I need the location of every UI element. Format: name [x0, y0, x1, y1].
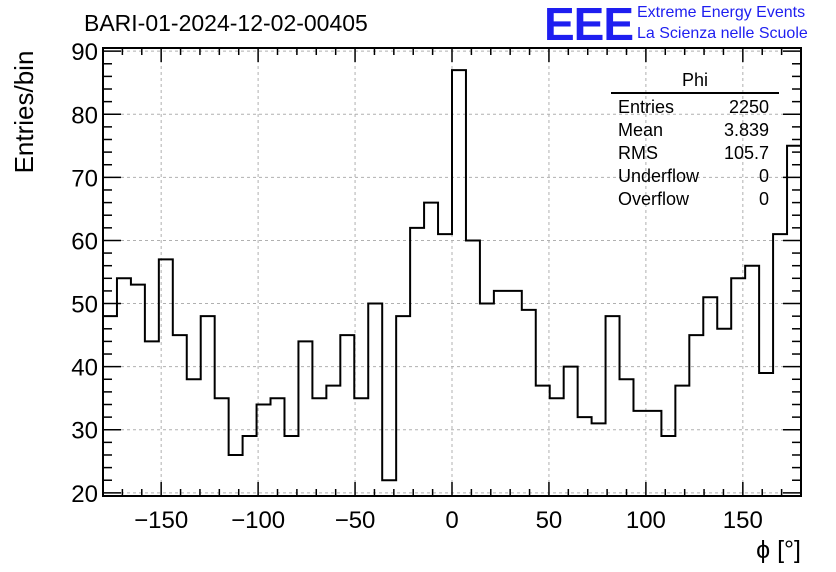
grid-lines — [103, 48, 801, 496]
x-tick-label: 100 — [626, 507, 666, 534]
y-tick-label: 30 — [71, 418, 98, 445]
x-tick-label: 150 — [723, 507, 763, 534]
y-tick-label: 60 — [71, 228, 98, 255]
stats-value: 105.7 — [723, 143, 769, 163]
x-tick-label: 0 — [445, 507, 458, 534]
y-tick-label: 80 — [71, 102, 98, 129]
x-tick-label: −150 — [134, 507, 188, 534]
stats-row-mean: Mean 3.839 — [611, 119, 779, 142]
logo-subtitle-1: Extreme Energy Events — [637, 4, 806, 21]
stats-value: 0 — [758, 189, 769, 209]
y-axis-label: Entries/bin — [9, 51, 39, 174]
y-tick-label: 70 — [71, 165, 98, 192]
stats-row-entries: Entries 2250 — [611, 96, 779, 119]
axis-ticks — [102, 48, 802, 496]
logo-subtitle-2: La Scienza nelle Scuole — [637, 25, 808, 42]
y-tick-label: 40 — [71, 355, 98, 382]
stats-value: 0 — [758, 166, 769, 186]
stats-title: Phi — [611, 70, 779, 94]
stats-value: 2250 — [728, 97, 769, 117]
stats-row-underflow: Underflow 0 — [611, 165, 779, 188]
y-tick-label: 90 — [71, 39, 98, 66]
x-tick-label: 50 — [536, 507, 563, 534]
eee-logo: EEE — [544, 0, 634, 50]
page-title: BARI-01-2024-12-02-00405 — [84, 10, 368, 36]
stats-label: Mean — [618, 120, 664, 140]
x-tick-label: −100 — [231, 507, 285, 534]
stats-label: Underflow — [618, 166, 700, 186]
stats-label: Entries — [618, 97, 675, 117]
y-tick-label: 20 — [71, 481, 98, 508]
stats-label: RMS — [618, 143, 658, 163]
histogram-line — [103, 69, 801, 482]
stats-box: Phi Entries 2250 Mean 3.839 RMS 105.7 Un… — [611, 70, 779, 211]
stats-row-overflow: Overflow 0 — [611, 188, 779, 211]
axis-tick-labels: −150 −100 −50 0 50 100 150 20 30 40 50 60 70 80 90 — [71, 39, 763, 534]
x-tick-label: −50 — [335, 507, 376, 534]
stats-row-rms: RMS 105.7 — [611, 142, 779, 165]
y-tick-label: 50 — [71, 292, 98, 319]
stats-label: Overflow — [618, 189, 690, 209]
stats-value: 3.839 — [723, 120, 769, 140]
x-axis-label: ϕ [°] — [756, 536, 801, 564]
